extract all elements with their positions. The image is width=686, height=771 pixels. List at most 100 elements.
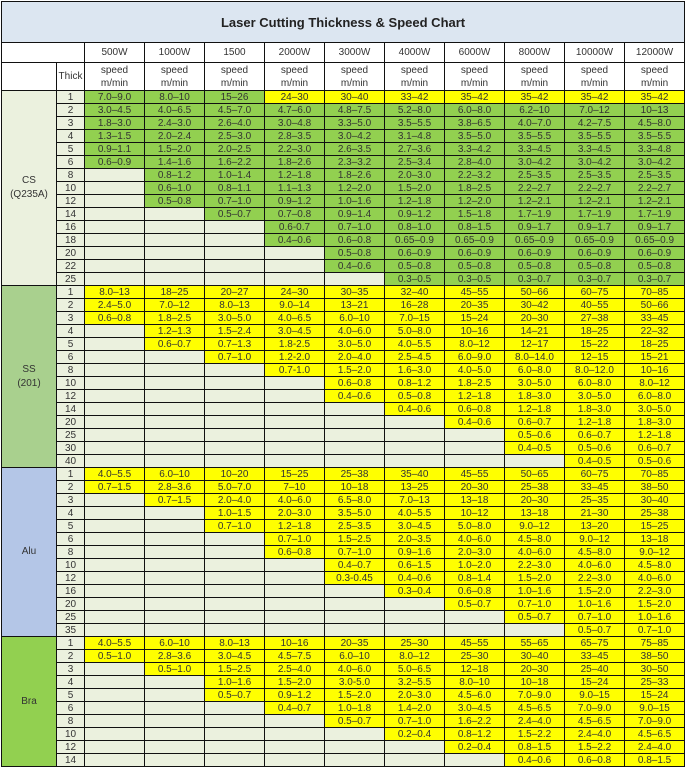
empty-cell [204, 714, 265, 728]
speed-cell: 0.5–0.8 [324, 246, 385, 260]
thickness-cell: 20 [56, 597, 85, 611]
speed-unit-header: speed m/min [444, 62, 505, 91]
speed-cell: 1.2–2.1 [504, 194, 565, 208]
empty-cell [264, 259, 325, 273]
power-header: 4000W [384, 42, 445, 63]
speed-cell: 13–18 [623, 532, 686, 546]
speed-cell: 1.2–1.8 [264, 168, 325, 182]
speed-cell: 2.8–3.6 [144, 480, 205, 494]
speed-cell: 25–33 [623, 675, 686, 689]
speed-cell: 1.5–2.0 [324, 363, 385, 377]
empty-cell [204, 740, 265, 754]
speed-cell: 3.0-5.0 [324, 675, 385, 689]
empty-cell [264, 558, 325, 572]
speed-cell: 9.0–12 [623, 545, 686, 559]
thickness-cell: 5 [56, 688, 85, 702]
thickness-cell: 8 [56, 545, 85, 559]
speed-cell: 0.4–0.6 [384, 402, 445, 416]
speed-cell: 18–25 [564, 324, 625, 338]
speed-cell: 1.8-2.5 [264, 337, 325, 351]
speed-cell: 35–42 [564, 90, 625, 104]
thickness-cell: 8 [56, 363, 85, 377]
empty-cell [84, 181, 145, 195]
table-row: 4 1.3–1.5 2.0–2.4 2.5–3.0 2.8–3.5 3.0–4.2 3.1–… [2, 129, 686, 143]
speed-cell: 1.8–2.5 [444, 181, 505, 195]
speed-cell: 30–35 [324, 285, 385, 299]
speed-cell: 0.3–0.5 [444, 272, 505, 286]
speed-cell: 1.8–2.6 [264, 155, 325, 169]
speed-cell: 3.0–4.2 [504, 155, 565, 169]
speed-cell: 21–30 [564, 506, 625, 520]
empty-cell [144, 558, 205, 572]
speed-cell: 6.0–10 [324, 311, 385, 325]
empty-cell [264, 389, 325, 403]
speed-label: speed [580, 64, 609, 76]
speed-cell: 10–16 [264, 636, 325, 650]
speed-cell: 70–85 [623, 285, 686, 299]
speed-cell: 25–35 [564, 493, 625, 507]
unit-label: m/min [520, 77, 549, 89]
material-label: CS (Q235A) [1, 90, 57, 286]
thickness-cell: 12 [56, 389, 85, 403]
empty-cell [144, 701, 205, 715]
thickness-cell: 6 [56, 155, 85, 169]
empty-cell [144, 532, 205, 546]
empty-cell [144, 272, 205, 286]
table-row: 25 0.5–0.6 0.6–0.7 1.2–1.8 [2, 428, 686, 442]
chart-title: Laser Cutting Thickness & Speed Chart [0, 1, 686, 43]
speed-cell: 0.5–0.7 [504, 610, 565, 624]
empty-cell [144, 545, 205, 559]
speed-cell: 0.5–1.0 [144, 662, 205, 676]
speed-cell: 1.2–1.8 [504, 402, 565, 416]
speed-cell: 1.3–1.5 [84, 129, 145, 143]
unit-label: m/min [640, 77, 669, 89]
speed-cell: 4.5–6.5 [504, 701, 565, 715]
speed-cell: 15–26 [204, 90, 265, 104]
speed-cell: 0.5–1.0 [84, 649, 145, 663]
speed-cell: 3.0–4.5 [444, 701, 505, 715]
empty-cell [144, 688, 205, 702]
empty-cell [204, 623, 265, 637]
speed-cell: 10–18 [324, 480, 385, 494]
speed-cell: 1.4–2.0 [384, 701, 445, 715]
speed-cell: 1.7–1.9 [623, 207, 686, 221]
table-row: 30 0.4–0.5 0.5–0.6 0.6–0.7 [2, 441, 686, 455]
speed-cell: 13–21 [324, 298, 385, 312]
speed-cell: 18–25 [623, 337, 686, 351]
speed-cell: 0.4–0.6 [264, 233, 325, 247]
empty-cell [144, 623, 205, 637]
speed-cell: 15–22 [564, 337, 625, 351]
speed-cell: 1.0–1.6 [564, 597, 625, 611]
speed-cell: 0.8–1.5 [623, 753, 686, 767]
material-label: Bra [1, 636, 57, 767]
speed-cell: 7.0–15 [384, 311, 445, 325]
speed-cell: 1.0–1.6 [504, 584, 565, 598]
speed-cell: 3.5–5.5 [623, 129, 686, 143]
speed-cell: 1.2–2.1 [623, 194, 686, 208]
material-label: SS (201) [1, 285, 57, 468]
speed-cell: 3.0–5.0 [564, 389, 625, 403]
empty-cell [204, 376, 265, 390]
thickness-cell: 16 [56, 220, 85, 234]
speed-cell: 0.5–0.8 [564, 259, 625, 273]
speed-cell: 0.6–0.9 [84, 155, 145, 169]
speed-cell: 0.7–1.5 [84, 480, 145, 494]
speed-cell: 0.7–1.0 [324, 545, 385, 559]
empty-cell [84, 532, 145, 546]
thickness-cell: 12 [56, 194, 85, 208]
speed-cell: 5.0–7.0 [204, 480, 265, 494]
empty-cell [84, 363, 145, 377]
empty-cell [264, 740, 325, 754]
speed-cell: 1.7–1.9 [564, 207, 625, 221]
thickness-cell: 5 [56, 337, 85, 351]
speed-cell: 0.8–1.2 [444, 727, 505, 741]
speed-cell: 0.8–1.5 [504, 740, 565, 754]
speed-cell: 0.7–1.3 [204, 337, 265, 351]
speed-cell: 7.0–12 [564, 103, 625, 117]
speed-cell: 0.8–1.5 [444, 220, 505, 234]
unit-label: m/min [220, 77, 249, 89]
speed-cell: 4.5–6.5 [623, 727, 686, 741]
empty-cell [264, 441, 325, 455]
speed-cell: 1.2–1.8 [444, 389, 505, 403]
